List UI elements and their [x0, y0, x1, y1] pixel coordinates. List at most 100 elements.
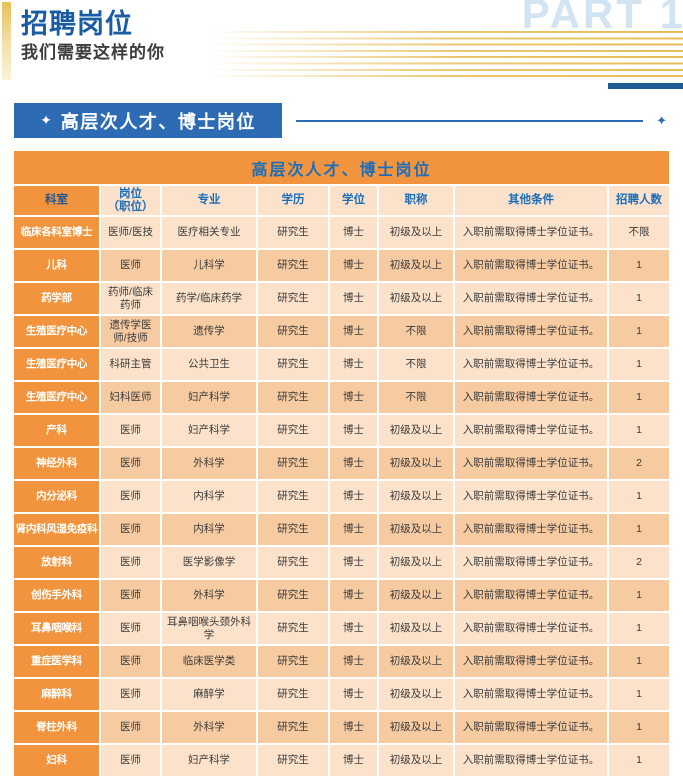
table-cell: 遗传学医师/技师: [101, 316, 160, 347]
column-header: 专业: [162, 186, 256, 215]
table-cell: 外科学: [162, 448, 256, 479]
table-cell: 1: [609, 580, 669, 611]
table-cell: 入职前需取得博士学位证书。: [455, 481, 607, 512]
table-cell: 儿科学: [162, 250, 256, 281]
table-cell: 入职前需取得博士学位证书。: [455, 613, 607, 644]
table-cell: 妇产科学: [162, 382, 256, 413]
table-cell: 医师: [101, 679, 160, 710]
table-cell: 研究生: [258, 217, 328, 248]
column-header: 学位: [330, 186, 377, 215]
table-cell: 2: [609, 448, 669, 479]
table-cell: 入职前需取得博士学位证书。: [455, 679, 607, 710]
table-cell: 研究生: [258, 448, 328, 479]
table-cell: 博士: [330, 316, 377, 347]
table-cell: 入职前需取得博士学位证书。: [455, 415, 607, 446]
table-cell: 1: [609, 382, 669, 413]
table-cell: 初级及以上: [379, 415, 453, 446]
column-header: 招聘人数: [609, 186, 669, 215]
column-header: 其他条件: [455, 186, 607, 215]
row-department-cell: 麻醉科: [14, 679, 99, 710]
table-cell: 医师: [101, 547, 160, 578]
row-department-cell: 脊柱外科: [14, 712, 99, 743]
table-cell: 临床医学类: [162, 646, 256, 677]
table-cell: 初级及以上: [379, 580, 453, 611]
table-cell: 初级及以上: [379, 283, 453, 314]
table-cell: 不限: [379, 382, 453, 413]
table-cell: 耳鼻咽喉头颈外科学: [162, 613, 256, 644]
table-cell: 博士: [330, 217, 377, 248]
table-cell: 研究生: [258, 316, 328, 347]
table-cell: 初级及以上: [379, 448, 453, 479]
table-cell: 2: [609, 547, 669, 578]
row-department-cell: 肾内科风湿免疫科: [14, 514, 99, 545]
table-cell: 入职前需取得博士学位证书。: [455, 514, 607, 545]
row-department-cell: 临床各科室博士: [14, 217, 99, 248]
table-cell: 内科学: [162, 481, 256, 512]
table-cell: 科研主管: [101, 349, 160, 380]
table-cell: 博士: [330, 580, 377, 611]
row-department-cell: 生殖医疗中心: [14, 349, 99, 380]
table-cell: 妇产科学: [162, 415, 256, 446]
table-cell: 入职前需取得博士学位证书。: [455, 580, 607, 611]
column-header: 职称: [379, 186, 453, 215]
row-department-cell: 创伤手外科: [14, 580, 99, 611]
table-cell: 内科学: [162, 514, 256, 545]
table-cell: 医师: [101, 580, 160, 611]
table-cell: 研究生: [258, 514, 328, 545]
table-cell: 入职前需取得博士学位证书。: [455, 646, 607, 677]
table-cell: 研究生: [258, 382, 328, 413]
table-cell: 入职前需取得博士学位证书。: [455, 712, 607, 743]
table-cell: 入职前需取得博士学位证书。: [455, 250, 607, 281]
table-cell: 妇产科学: [162, 745, 256, 776]
table-cell: 研究生: [258, 679, 328, 710]
table-cell: 医师: [101, 613, 160, 644]
table-cell: 研究生: [258, 250, 328, 281]
table-cell: 药学/临床药学: [162, 283, 256, 314]
table-cell: 妇科医师: [101, 382, 160, 413]
table-cell: 博士: [330, 283, 377, 314]
table-cell: 遗传学: [162, 316, 256, 347]
table-cell: 博士: [330, 481, 377, 512]
table-cell: 1: [609, 745, 669, 776]
table-cell: 1: [609, 349, 669, 380]
page-subtitle: 我们需要这样的你: [21, 43, 165, 62]
table-cell: 博士: [330, 712, 377, 743]
table-cell: 博士: [330, 514, 377, 545]
table-cell: 入职前需取得博士学位证书。: [455, 382, 607, 413]
table-cell: 医师: [101, 415, 160, 446]
table-cell: 医疗相关专业: [162, 217, 256, 248]
table-cell: 研究生: [258, 745, 328, 776]
column-header: 学历: [258, 186, 328, 215]
table-cell: 1: [609, 646, 669, 677]
table-cell: 1: [609, 679, 669, 710]
table-cell: 医师: [101, 481, 160, 512]
navy-accent-bar: [608, 83, 683, 89]
table-cell: 入职前需取得博士学位证书。: [455, 217, 607, 248]
table-cell: 博士: [330, 382, 377, 413]
table-cell: 入职前需取得博士学位证书。: [455, 349, 607, 380]
star-icon: ✦: [656, 112, 667, 128]
table-cell: 研究生: [258, 481, 328, 512]
table-cell: 不限: [379, 349, 453, 380]
table-cell: 博士: [330, 349, 377, 380]
section-badge: ✦ 高层次人才、博士岗位: [14, 103, 282, 138]
table-cell: 博士: [330, 250, 377, 281]
table-cell: 入职前需取得博士学位证书。: [455, 547, 607, 578]
table-cell: 初级及以上: [379, 712, 453, 743]
table-cell: 不限: [379, 316, 453, 347]
table-cell: 医师: [101, 745, 160, 776]
gold-accent-bar: [2, 2, 11, 80]
table-cell: 1: [609, 316, 669, 347]
table-cell: 博士: [330, 745, 377, 776]
table-cell: 1: [609, 415, 669, 446]
row-department-cell: 儿科: [14, 250, 99, 281]
table-cell: 研究生: [258, 712, 328, 743]
row-department-cell: 重症医学科: [14, 646, 99, 677]
table-cell: 初级及以上: [379, 514, 453, 545]
table-cell: 博士: [330, 646, 377, 677]
table-cell: 药师/临床药师: [101, 283, 160, 314]
table-cell: 1: [609, 481, 669, 512]
table-cell: 初级及以上: [379, 217, 453, 248]
table-cell: 初级及以上: [379, 745, 453, 776]
table-cell: 医师: [101, 448, 160, 479]
